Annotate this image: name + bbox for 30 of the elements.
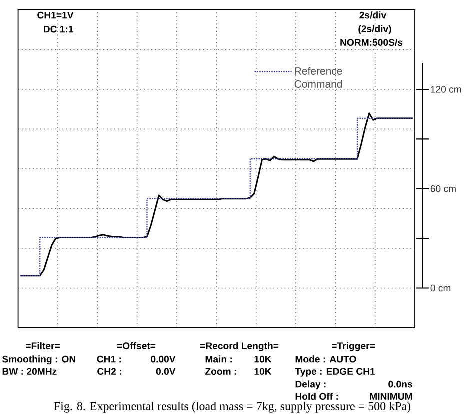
text: Type : EDGE CH1 (295, 368, 376, 377)
text: =Trigger= (332, 342, 375, 352)
text: Delay : (296, 380, 326, 390)
annotation: 2s/div (360, 12, 387, 19)
text: Mode : AUTO (296, 356, 356, 363)
text: CH1 : (97, 356, 122, 363)
text: 0.00V (151, 356, 176, 363)
caption: Fig. 8. Experimental results (load mass = 7kg, supply pressure = 500 kPa) (54, 402, 411, 413)
text: Smoothing : ON (2, 356, 76, 365)
text: 10K (254, 356, 272, 363)
text: 0.0ns (388, 380, 412, 388)
annotation: NORM:500S/s (340, 38, 403, 46)
text: CH2 : (98, 368, 122, 376)
text: Hold Off : (296, 392, 338, 400)
text: =Offset= (117, 342, 156, 350)
annotation: CH1=1V (38, 12, 74, 19)
text: 10K (254, 368, 272, 376)
text: Zoom : (205, 368, 236, 376)
text: =Filter= (26, 342, 60, 350)
text: Main : (206, 356, 232, 363)
legend-label: Reference Command (294, 67, 342, 88)
text: =Record Length= (200, 342, 279, 352)
text: MINIMUM (370, 393, 412, 400)
annotation: (2s/div) (358, 25, 392, 34)
y-tick-label: 120 cm (431, 86, 462, 93)
y-tick-label: 0 cm (430, 284, 451, 292)
annotation: DC 1:1 (44, 26, 74, 33)
y-tick-label: 60 cm (430, 185, 456, 192)
text: BW : 20MHz (2, 368, 57, 376)
text: 0.0V (156, 368, 176, 376)
